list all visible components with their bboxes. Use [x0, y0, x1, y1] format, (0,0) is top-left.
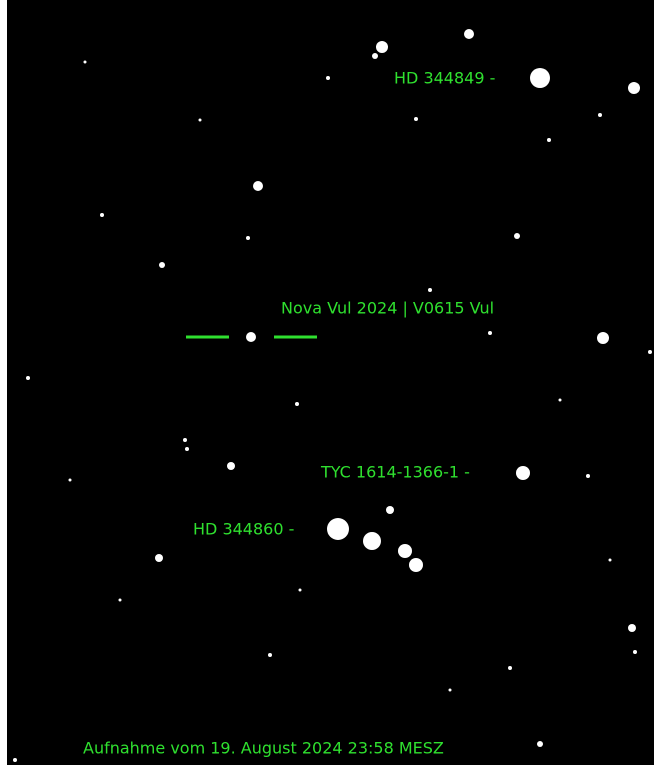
star — [398, 544, 412, 558]
star — [597, 332, 609, 344]
star — [448, 688, 452, 692]
star — [13, 758, 17, 762]
star — [648, 350, 652, 354]
star — [295, 402, 299, 406]
star — [246, 236, 250, 240]
star — [253, 181, 263, 191]
star — [598, 113, 602, 117]
caption: Aufnahme vom 19. August 2024 23:58 MESZ — [83, 739, 444, 758]
star — [26, 376, 30, 380]
star-label: HD 344849 - — [394, 69, 495, 88]
star — [68, 478, 72, 482]
star — [547, 138, 551, 142]
star — [327, 518, 349, 540]
star — [155, 554, 163, 562]
star — [414, 117, 418, 121]
star — [363, 532, 381, 550]
star — [530, 68, 550, 88]
star — [633, 650, 637, 654]
star — [386, 506, 394, 514]
star — [586, 474, 590, 478]
star — [428, 288, 432, 292]
star — [537, 741, 543, 747]
star — [100, 213, 104, 217]
left-border — [0, 0, 7, 765]
star — [508, 666, 512, 670]
star — [608, 558, 612, 562]
star — [514, 233, 520, 239]
star — [185, 447, 189, 451]
star — [488, 331, 492, 335]
star — [376, 41, 388, 53]
star — [516, 466, 530, 480]
star — [183, 438, 187, 442]
star — [298, 588, 302, 592]
star — [198, 118, 202, 122]
star — [326, 76, 330, 80]
star — [628, 82, 640, 94]
star-label: TYC 1614-1366-1 - — [320, 463, 470, 482]
star — [409, 558, 423, 572]
star — [246, 332, 256, 342]
star — [118, 598, 122, 602]
star — [159, 262, 165, 268]
star — [464, 29, 474, 39]
stars — [13, 29, 652, 762]
star — [372, 53, 378, 59]
star — [628, 624, 636, 632]
star — [83, 60, 87, 64]
star-label: Nova Vul 2024 | V0615 Vul — [281, 299, 494, 318]
star — [268, 653, 272, 657]
star — [558, 398, 562, 402]
star — [227, 462, 235, 470]
star-label: HD 344860 - — [193, 520, 294, 539]
